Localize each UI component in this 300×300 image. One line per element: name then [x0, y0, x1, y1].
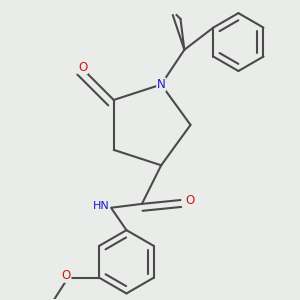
- Text: O: O: [185, 194, 195, 206]
- Text: O: O: [61, 269, 71, 282]
- Text: N: N: [157, 78, 166, 91]
- Text: HN: HN: [93, 201, 110, 211]
- Text: O: O: [78, 61, 88, 74]
